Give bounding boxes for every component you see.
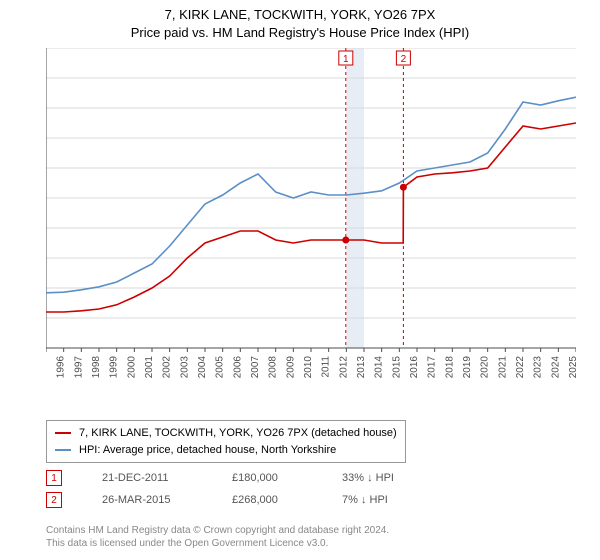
svg-text:2012: 2012 (338, 356, 349, 378)
sale-price-2: £268,000 (232, 494, 302, 506)
svg-text:2008: 2008 (268, 356, 279, 378)
svg-text:2018: 2018 (444, 356, 455, 378)
legend-label-property: 7, KIRK LANE, TOCKWITH, YORK, YO26 7PX (… (79, 425, 397, 442)
svg-text:2005: 2005 (215, 356, 226, 378)
sale-marker-2: 2 (46, 492, 62, 508)
svg-text:2013: 2013 (356, 356, 367, 378)
sale-pct-2: 7% ↓ HPI (342, 494, 388, 506)
svg-text:1997: 1997 (73, 356, 84, 378)
svg-text:2023: 2023 (533, 356, 544, 378)
svg-text:2020: 2020 (480, 356, 491, 378)
sale-marker-1: 1 (46, 470, 62, 486)
svg-text:1999: 1999 (109, 356, 120, 378)
svg-text:2004: 2004 (197, 356, 208, 378)
svg-text:1995: 1995 (46, 356, 49, 378)
legend-swatch-hpi (55, 449, 71, 451)
svg-text:2002: 2002 (162, 356, 173, 378)
svg-text:2000: 2000 (126, 356, 137, 378)
svg-text:2016: 2016 (409, 356, 420, 378)
chart-svg: £0£50K£100K£150K£200K£250K£300K£350K£400… (46, 48, 576, 378)
attribution-line2: This data is licensed under the Open Gov… (46, 537, 389, 550)
legend: 7, KIRK LANE, TOCKWITH, YORK, YO26 7PX (… (46, 420, 406, 463)
svg-text:2003: 2003 (179, 356, 190, 378)
svg-text:1996: 1996 (56, 356, 67, 378)
price-chart: £0£50K£100K£150K£200K£250K£300K£350K£400… (46, 48, 576, 378)
sales-table: 1 21-DEC-2011 £180,000 33% ↓ HPI 2 26-MA… (46, 470, 394, 514)
title-line1: 7, KIRK LANE, TOCKWITH, YORK, YO26 7PX (0, 6, 600, 24)
attribution: Contains HM Land Registry data © Crown c… (46, 524, 389, 550)
svg-text:2021: 2021 (497, 356, 508, 378)
svg-text:2015: 2015 (391, 356, 402, 378)
svg-text:2006: 2006 (232, 356, 243, 378)
svg-text:1: 1 (343, 54, 349, 65)
sale-row-1: 1 21-DEC-2011 £180,000 33% ↓ HPI (46, 470, 394, 486)
svg-text:2009: 2009 (285, 356, 296, 378)
svg-text:2019: 2019 (462, 356, 473, 378)
svg-text:2022: 2022 (515, 356, 526, 378)
legend-row-hpi: HPI: Average price, detached house, Nort… (55, 442, 397, 459)
title-line2: Price paid vs. HM Land Registry's House … (0, 24, 600, 42)
sale-row-2: 2 26-MAR-2015 £268,000 7% ↓ HPI (46, 492, 394, 508)
legend-row-property: 7, KIRK LANE, TOCKWITH, YORK, YO26 7PX (… (55, 425, 397, 442)
svg-text:2017: 2017 (427, 356, 438, 378)
svg-text:2007: 2007 (250, 356, 261, 378)
legend-swatch-property (55, 432, 71, 434)
sale-pct-1: 33% ↓ HPI (342, 472, 394, 484)
svg-text:2014: 2014 (374, 356, 385, 378)
chart-title-block: 7, KIRK LANE, TOCKWITH, YORK, YO26 7PX P… (0, 0, 600, 41)
svg-text:2025: 2025 (568, 356, 576, 378)
svg-text:2010: 2010 (303, 356, 314, 378)
legend-label-hpi: HPI: Average price, detached house, Nort… (79, 442, 336, 459)
svg-text:2: 2 (401, 54, 407, 65)
svg-text:1998: 1998 (91, 356, 102, 378)
sale-date-1: 21-DEC-2011 (102, 472, 192, 484)
svg-text:2011: 2011 (321, 356, 332, 378)
sale-price-1: £180,000 (232, 472, 302, 484)
svg-text:2001: 2001 (144, 356, 155, 378)
sale-date-2: 26-MAR-2015 (102, 494, 192, 506)
attribution-line1: Contains HM Land Registry data © Crown c… (46, 524, 389, 537)
svg-text:2024: 2024 (550, 356, 561, 378)
